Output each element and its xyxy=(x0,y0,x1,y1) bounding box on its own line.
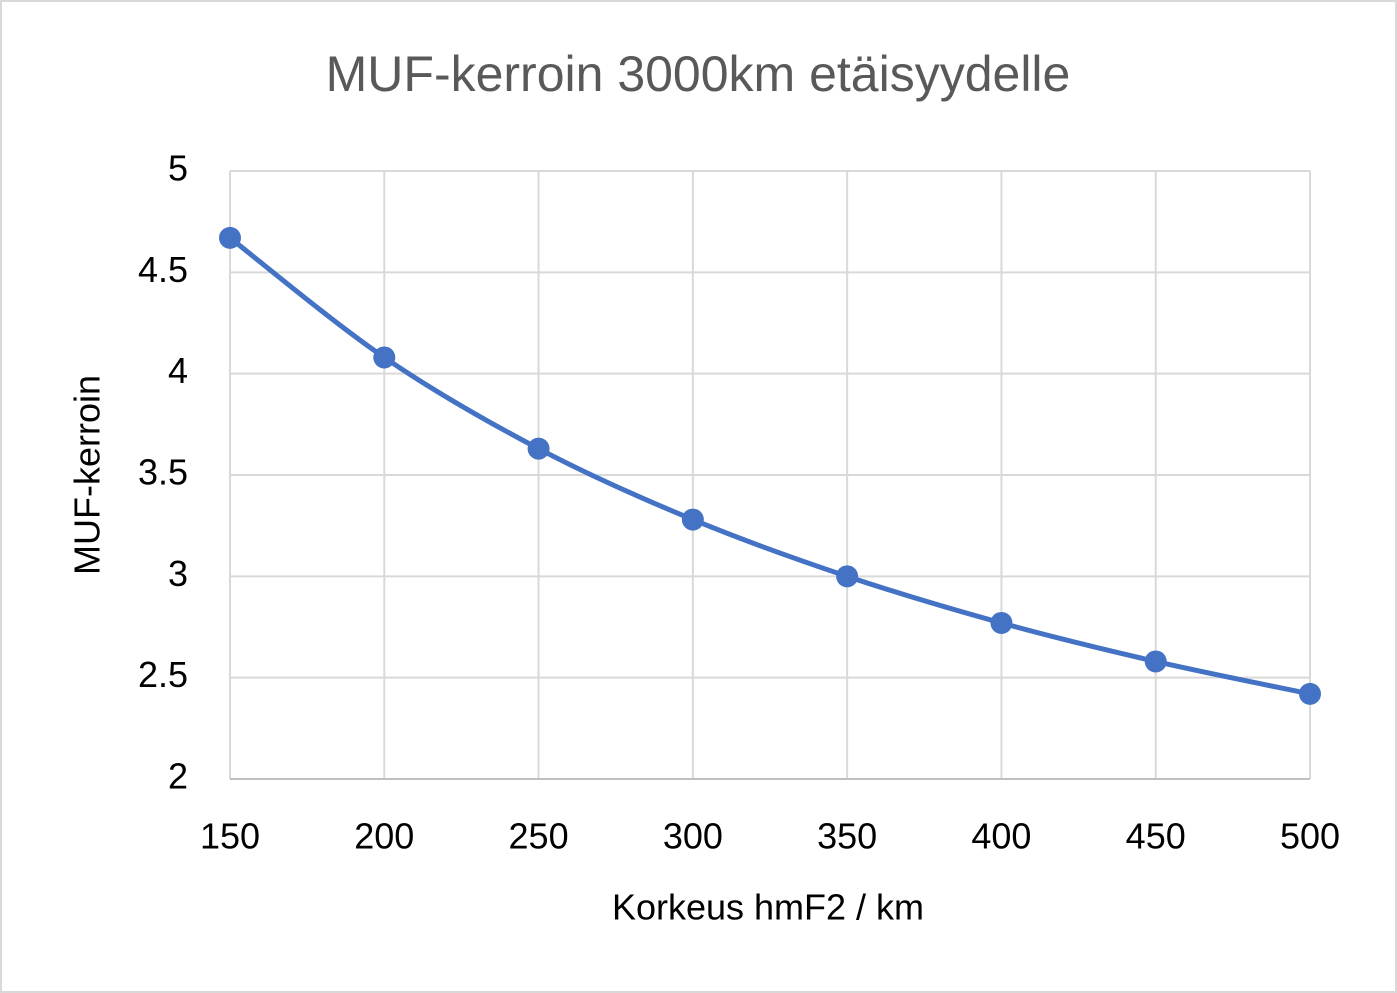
y-tick-label: 5 xyxy=(168,148,188,189)
y-tick-label: 2 xyxy=(168,756,188,797)
y-tick-label: 3.5 xyxy=(138,452,188,493)
x-tick-label: 200 xyxy=(354,816,414,857)
data-point xyxy=(219,226,241,249)
x-tick-label: 450 xyxy=(1126,816,1186,857)
data-point xyxy=(836,565,859,588)
x-tick-label: 500 xyxy=(1280,816,1340,857)
y-tick-label: 4.5 xyxy=(138,249,188,290)
data-point xyxy=(990,611,1013,634)
y-tick-label: 4 xyxy=(168,350,188,391)
chart-title: MUF-kerroin 3000km etäisyydelle xyxy=(326,46,1071,102)
y-tick-label: 3 xyxy=(168,553,188,594)
y-axis-title: MUF-kerroin xyxy=(67,375,108,575)
x-tick-label: 400 xyxy=(971,816,1031,857)
data-point xyxy=(1299,682,1321,705)
x-tick-label: 150 xyxy=(200,816,260,857)
y-tick-label: 2.5 xyxy=(138,654,188,695)
x-tick-label: 300 xyxy=(663,816,723,857)
data-point xyxy=(1144,650,1167,673)
x-tick-label: 350 xyxy=(817,816,877,857)
data-point xyxy=(527,437,550,460)
x-tick-label: 250 xyxy=(509,816,569,857)
data-point xyxy=(373,346,396,369)
data-point xyxy=(681,508,704,531)
series-line xyxy=(228,235,1311,697)
x-axis-title: Korkeus hmF2 / km xyxy=(612,887,924,928)
